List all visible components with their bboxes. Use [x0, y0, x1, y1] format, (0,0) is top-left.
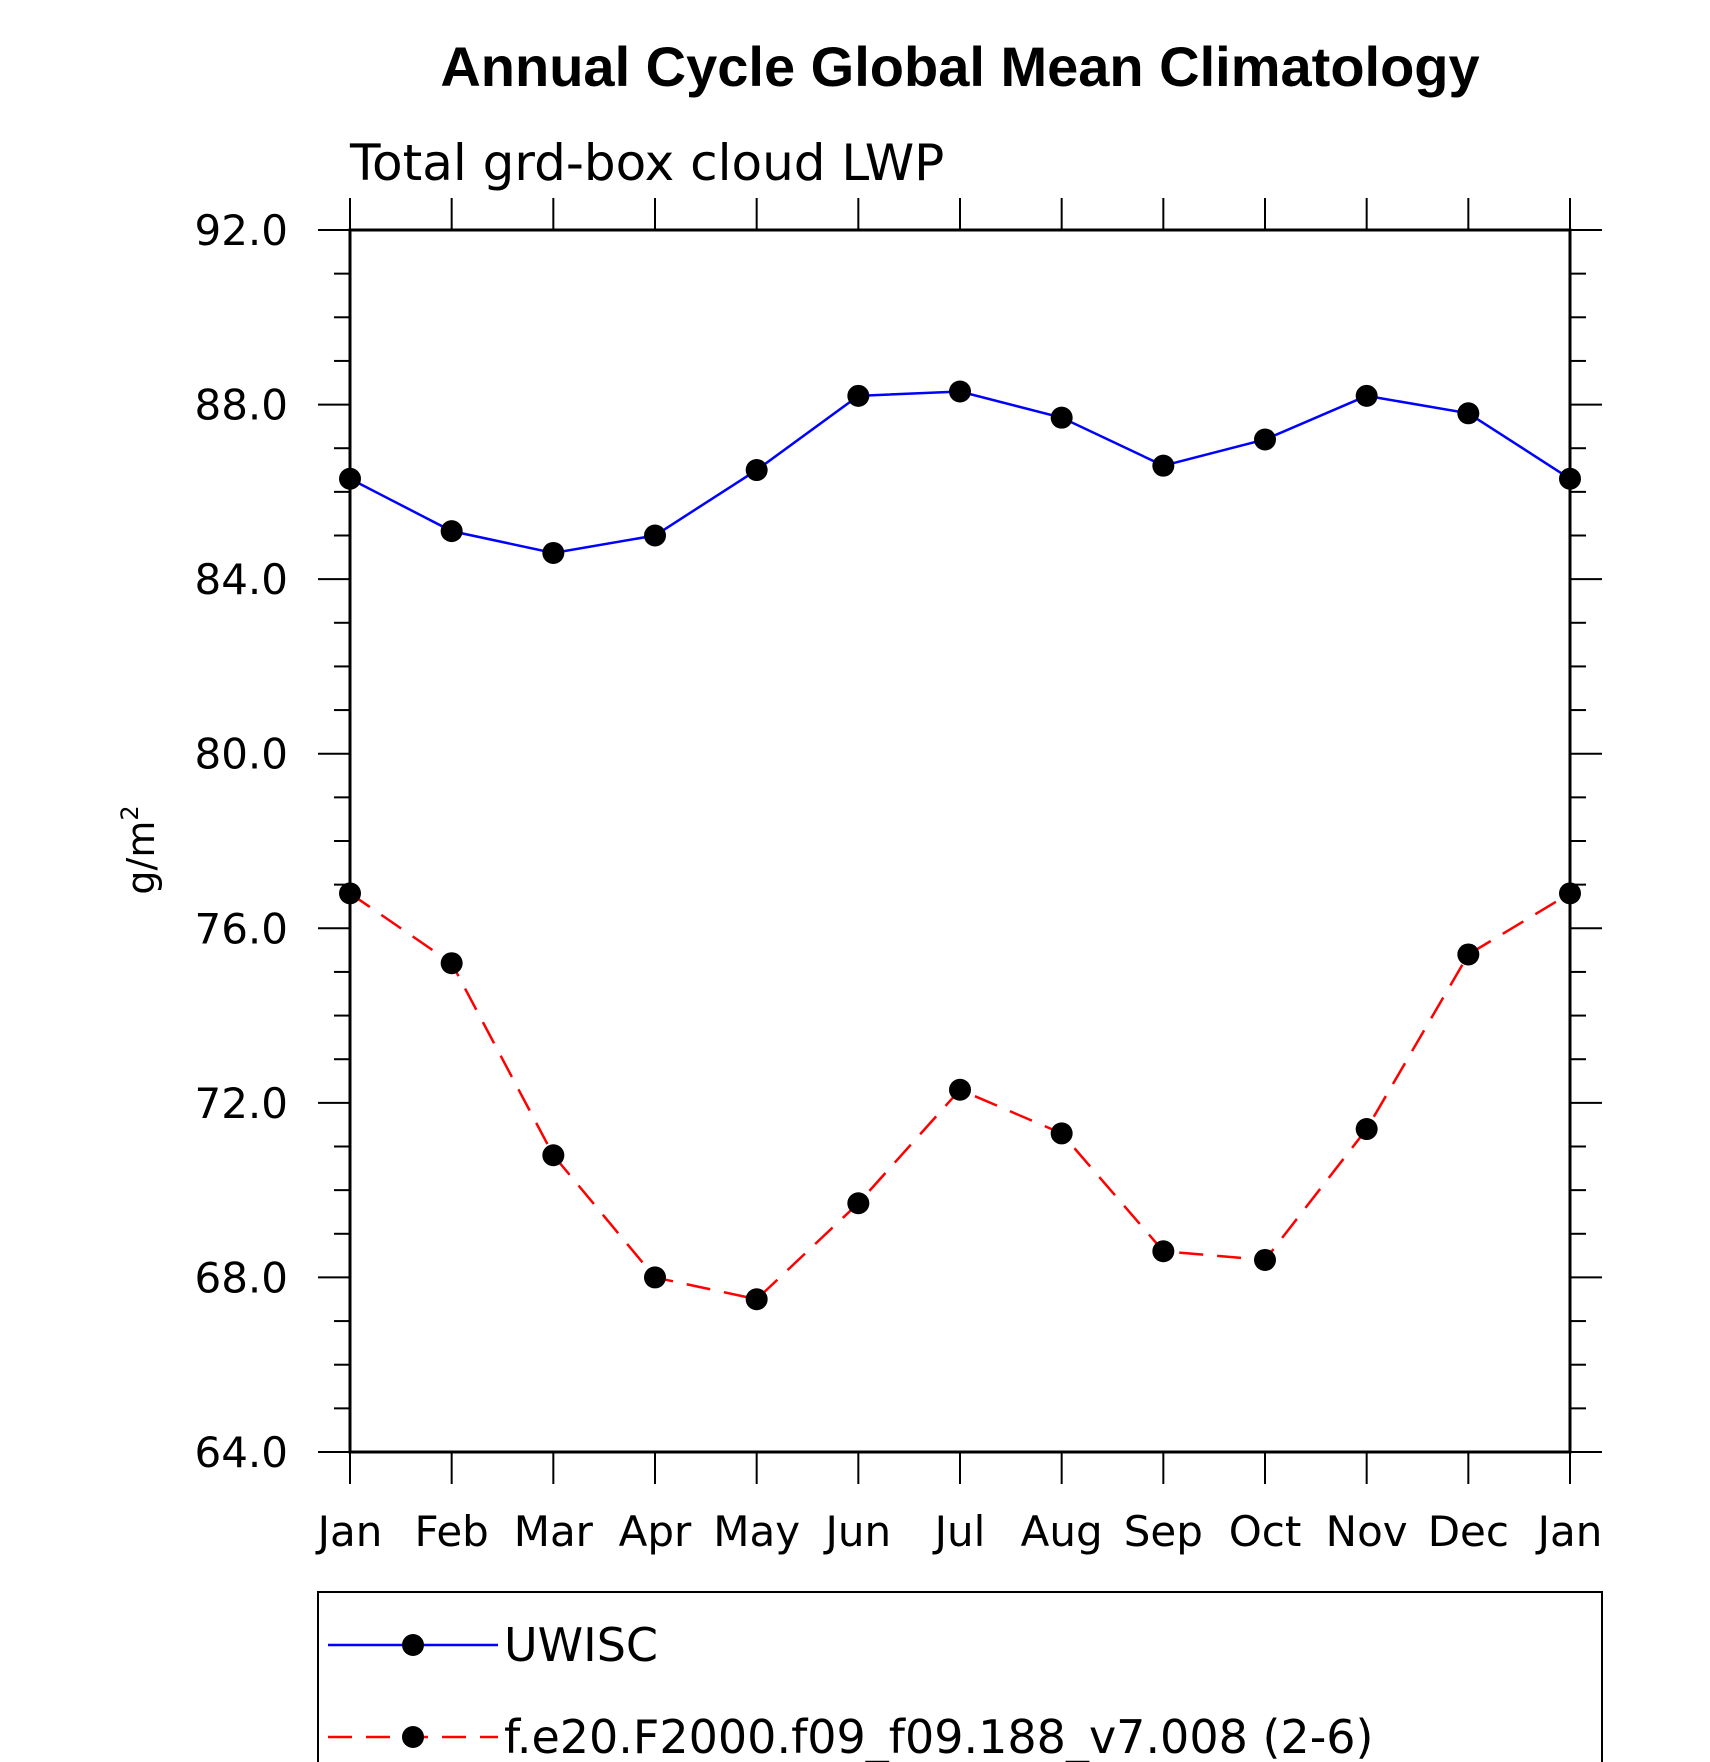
y-tick-label: 80.0: [194, 730, 288, 779]
data-point: [1355, 1118, 1378, 1141]
legend-box: [317, 1591, 1603, 1762]
legend-marker: [402, 1726, 424, 1748]
data-point: [339, 882, 361, 905]
data-point: [440, 520, 463, 543]
y-axis-label: g/m2: [116, 805, 163, 894]
data-point: [644, 1266, 666, 1289]
data-point: [1152, 1240, 1175, 1263]
legend-label: f.e20.F2000.f09_f09.188_v7.008 (2-6): [504, 1710, 1374, 1762]
data-point: [1355, 384, 1378, 407]
x-tick-label: Jan: [1535, 1507, 1603, 1556]
data-point: [542, 1144, 565, 1167]
y-tick-label: 88.0: [194, 381, 288, 430]
series-0: [339, 380, 1581, 564]
data-point: [440, 952, 463, 975]
data-point: [1559, 467, 1581, 490]
legend: UWISC f.e20.F2000.f09_f09.188_v7.008 (2-6…: [317, 1591, 1603, 1762]
data-point: [1152, 454, 1175, 477]
axis-ticks: 64.0 68.0 72.0 76.0 80.0 84.0 88.0 92.0 Jan Feb Ma…: [194, 198, 1602, 1556]
y-tick-label: 72.0: [194, 1079, 288, 1128]
y-tick-label: 68.0: [194, 1253, 288, 1302]
y-axis-label-unit: g/m: [119, 821, 163, 895]
data-point: [1050, 406, 1073, 429]
x-tick-label: Apr: [619, 1507, 692, 1556]
x-tick-label: Dec: [1428, 1507, 1509, 1556]
data-point: [745, 1288, 768, 1311]
data-point: [847, 384, 870, 407]
x-tick-label: May: [713, 1507, 800, 1556]
plot-frame: [348, 228, 1572, 1454]
y-tick-label: 64.0: [194, 1428, 288, 1477]
data-point: [1457, 402, 1480, 425]
data-point: [1254, 1248, 1276, 1271]
y-tick-label: 76.0: [194, 904, 288, 953]
data-point: [1457, 943, 1480, 966]
data-point: [949, 1078, 971, 1101]
x-tick-label: Nov: [1326, 1507, 1408, 1556]
series-line: [349, 390, 1571, 555]
x-tick-label: Oct: [1229, 1507, 1302, 1556]
data-point: [745, 459, 768, 482]
chart-subtitle: Total grd-box cloud LWP: [349, 134, 944, 192]
legend-marker: [402, 1634, 424, 1656]
legend-label: UWISC: [504, 1618, 658, 1672]
x-tick-label: Feb: [414, 1507, 488, 1556]
y-tick-label: 92.0: [194, 206, 288, 255]
data-point: [339, 467, 361, 490]
x-tick-label: Aug: [1021, 1507, 1103, 1556]
y-axis-label-superscript: 2: [116, 805, 144, 820]
data-point: [1050, 1122, 1073, 1145]
y-tick-label: 84.0: [194, 555, 288, 604]
series-layer: [339, 380, 1581, 1311]
data-point: [1559, 882, 1581, 905]
x-tick-label: Jun: [823, 1507, 892, 1556]
x-tick-label: Mar: [514, 1507, 594, 1556]
x-tick-label: Sep: [1124, 1507, 1203, 1556]
x-tick-label: Jan: [315, 1507, 383, 1556]
x-tick-label: Jul: [932, 1507, 986, 1556]
legend-item: f.e20.F2000.f09_f09.188_v7.008 (2-6): [328, 1710, 1374, 1762]
chart-title: Annual Cycle Global Mean Climatology: [440, 35, 1479, 98]
data-point: [1254, 428, 1276, 451]
data-point: [847, 1192, 870, 1215]
series-1: [339, 882, 1581, 1311]
legend-item: UWISC: [328, 1618, 658, 1672]
data-point: [644, 524, 666, 547]
data-point: [542, 541, 565, 564]
data-point: [949, 380, 971, 403]
